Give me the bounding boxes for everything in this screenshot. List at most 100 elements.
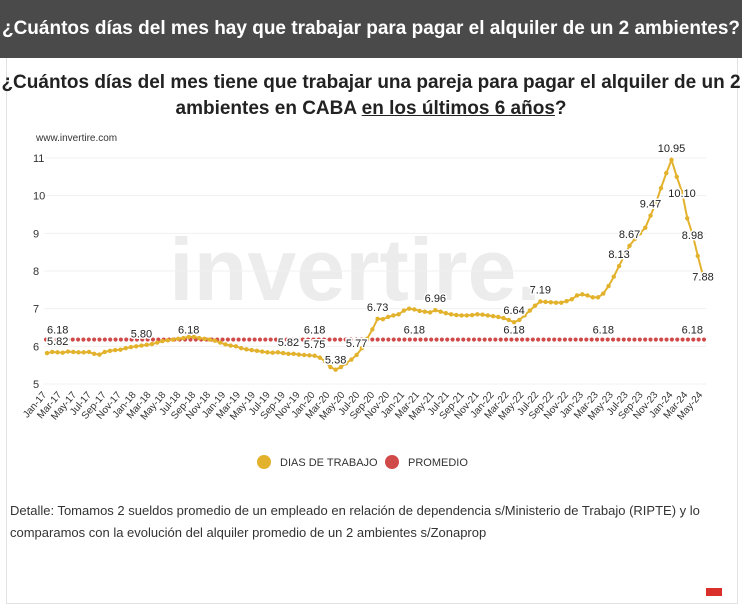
dias-de-trabajo-point bbox=[658, 185, 664, 191]
promedio-point bbox=[482, 337, 487, 342]
promedio-point bbox=[150, 337, 156, 342]
dias-de-trabajo-point bbox=[217, 340, 223, 345]
dias-de-trabajo-point bbox=[664, 170, 669, 176]
dias-de-trabajo-point bbox=[317, 355, 323, 360]
promedio-point bbox=[70, 337, 75, 342]
promedio-data-label: 6.18 bbox=[682, 325, 703, 337]
promedio-point bbox=[348, 337, 354, 342]
promedio-point bbox=[134, 337, 140, 342]
promedio-data-label: 6.18 bbox=[47, 325, 68, 337]
promedio-point bbox=[252, 337, 257, 342]
dias-de-trabajo-point bbox=[65, 349, 71, 354]
dias-de-trabajo-point bbox=[438, 309, 443, 314]
promedio-point bbox=[701, 337, 707, 342]
dias-de-trabajo-point bbox=[653, 201, 658, 206]
dias-de-trabajo-point bbox=[60, 350, 65, 355]
promedio-point bbox=[263, 337, 268, 342]
dias-de-trabajo-point bbox=[123, 346, 128, 351]
dias-de-trabajo-point bbox=[511, 320, 517, 325]
promedio-point bbox=[675, 337, 680, 342]
dias-de-trabajo-point bbox=[71, 349, 76, 355]
dias-de-trabajo-point bbox=[585, 293, 590, 298]
dias-de-trabajo-point bbox=[595, 295, 601, 300]
dias-data-label: 6.96 bbox=[425, 293, 446, 305]
dias-de-trabajo-point bbox=[118, 347, 123, 352]
promedio-point bbox=[616, 337, 621, 342]
dias-de-trabajo-point bbox=[606, 283, 611, 289]
dias-de-trabajo-point bbox=[364, 336, 370, 341]
promedio-point bbox=[225, 337, 230, 342]
dias-data-label: 8.13 bbox=[608, 249, 629, 261]
promedio-point bbox=[220, 337, 225, 342]
promedio-point bbox=[231, 337, 236, 342]
y-tick-label: 9 bbox=[33, 228, 39, 240]
promedio-point bbox=[536, 337, 541, 342]
dias-de-trabajo-point bbox=[338, 364, 344, 370]
banner-title: ¿Cuántos días del mes hay que trabajar p… bbox=[0, 0, 742, 58]
dias-de-trabajo-point bbox=[427, 310, 433, 315]
promedio-point bbox=[268, 337, 273, 342]
dias-de-trabajo-point bbox=[312, 353, 317, 358]
promedio-point bbox=[584, 337, 589, 342]
promedio-point bbox=[520, 337, 525, 342]
promedio-point bbox=[418, 337, 423, 342]
dias-de-trabajo-point bbox=[55, 350, 60, 355]
dias-de-trabajo-point bbox=[485, 313, 491, 318]
dias-de-trabajo-point bbox=[139, 343, 144, 348]
dias-de-trabajo-point bbox=[134, 344, 139, 349]
dias-de-trabajo-point bbox=[176, 336, 181, 341]
promedio-point bbox=[247, 337, 252, 342]
promedio-point bbox=[557, 337, 562, 342]
y-tick-label: 7 bbox=[33, 304, 39, 316]
dias-de-trabajo-point bbox=[532, 303, 538, 308]
dias-de-trabajo-point bbox=[574, 293, 580, 298]
dias-de-trabajo-point bbox=[202, 336, 207, 341]
promedio-point bbox=[236, 337, 241, 342]
dias-de-trabajo-point bbox=[700, 273, 706, 278]
dias-de-trabajo-point bbox=[107, 348, 113, 354]
dias-data-label: 10.95 bbox=[658, 143, 686, 155]
dias-de-trabajo-point bbox=[343, 361, 349, 366]
y-tick-label: 10 bbox=[33, 191, 45, 203]
dias-de-trabajo-point bbox=[275, 350, 281, 355]
dias-data-label: 10.10 bbox=[668, 188, 696, 200]
dias-de-trabajo-point bbox=[97, 352, 102, 357]
chart-title: ¿Cuántos días del mes tiene que trabajar… bbox=[0, 70, 742, 122]
dias-de-trabajo-point bbox=[265, 350, 270, 355]
brand-logo bbox=[706, 588, 722, 596]
promedio-point bbox=[402, 337, 407, 342]
dias-de-trabajo-point bbox=[349, 357, 354, 362]
dias-de-trabajo-point bbox=[186, 334, 191, 340]
watermark: invertire. bbox=[169, 220, 541, 319]
dias-de-trabajo-point bbox=[196, 335, 202, 341]
dias-de-trabajo-point bbox=[181, 335, 186, 341]
dias-data-label: 6.73 bbox=[367, 302, 388, 314]
dias-de-trabajo-point bbox=[92, 351, 97, 357]
promedio-data-label: 6.18 bbox=[503, 325, 524, 337]
promedio-point bbox=[370, 337, 375, 342]
dias-de-trabajo-point bbox=[328, 364, 333, 370]
dias-de-trabajo-point bbox=[238, 346, 244, 351]
dias-de-trabajo-point bbox=[406, 306, 412, 311]
promedio-point bbox=[92, 337, 97, 342]
promedio-point bbox=[605, 337, 610, 342]
dias-de-trabajo-point bbox=[155, 340, 160, 345]
dias-de-trabajo-point bbox=[296, 352, 302, 357]
dias-de-trabajo-point bbox=[695, 253, 700, 259]
promedio-point bbox=[664, 337, 669, 342]
dias-de-trabajo-point bbox=[590, 295, 595, 300]
chart-title-text: ¿Cuántos días del mes tiene que trabajar… bbox=[1, 72, 741, 119]
promedio-point bbox=[343, 337, 348, 342]
dias-de-trabajo-point bbox=[569, 297, 574, 302]
promedio-point bbox=[455, 337, 461, 342]
promedio-point bbox=[562, 337, 568, 342]
dias-de-trabajo-point bbox=[207, 337, 212, 342]
dias-de-trabajo-point bbox=[601, 291, 606, 296]
promedio-point bbox=[140, 337, 145, 342]
dias-de-trabajo-point bbox=[627, 243, 632, 248]
dias-de-trabajo-point bbox=[522, 313, 527, 318]
promedio-point bbox=[637, 337, 642, 342]
promedio-point bbox=[97, 337, 102, 342]
promedio-point bbox=[108, 337, 113, 342]
dias-de-trabajo-point bbox=[412, 307, 417, 312]
